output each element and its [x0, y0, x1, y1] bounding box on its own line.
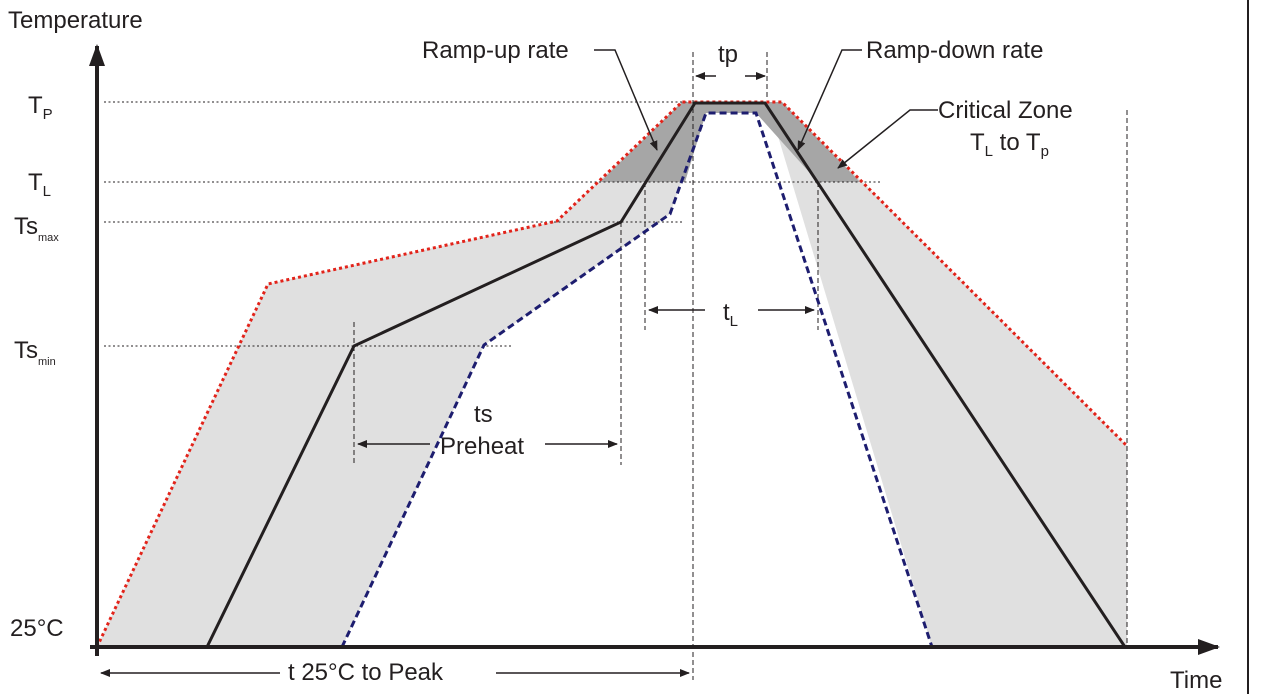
critical-zone-range-label: TL to Tp: [970, 129, 1049, 160]
tl-width-label: tL: [723, 299, 738, 330]
critical-zone-label: Critical Zone: [938, 97, 1073, 124]
ramp-up-label: Ramp-up rate: [422, 37, 569, 64]
time-to-peak-label: t 25°C to Peak: [288, 659, 444, 686]
critical-zone-region: [600, 102, 860, 182]
tp-width-label: tp: [718, 41, 738, 68]
tp-level-label: TP: [28, 92, 53, 123]
ambient-level-label: 25°C: [10, 615, 64, 642]
nominal-profile-curve: [205, 101, 1127, 648]
ramp-down-leader: [797, 49, 862, 151]
ts-label: ts: [474, 401, 493, 428]
ramp-up-leader: [594, 49, 658, 151]
tsmin-level-label: Tsmin: [14, 337, 56, 368]
time-guides: [353, 52, 1128, 680]
y-axis-label: Temperature: [8, 7, 143, 34]
x-axis-label: Time: [1170, 667, 1222, 694]
tl-level-label: TL: [28, 169, 51, 200]
preheat-label: Preheat: [440, 433, 524, 460]
level-guides: [104, 101, 880, 347]
critical-zone-leader: [837, 109, 938, 169]
tsmax-level-label: Tsmax: [14, 213, 59, 244]
process-window-band: [97, 102, 1127, 647]
lower-limit-curve: [340, 111, 934, 648]
ramp-down-label: Ramp-down rate: [866, 37, 1043, 64]
